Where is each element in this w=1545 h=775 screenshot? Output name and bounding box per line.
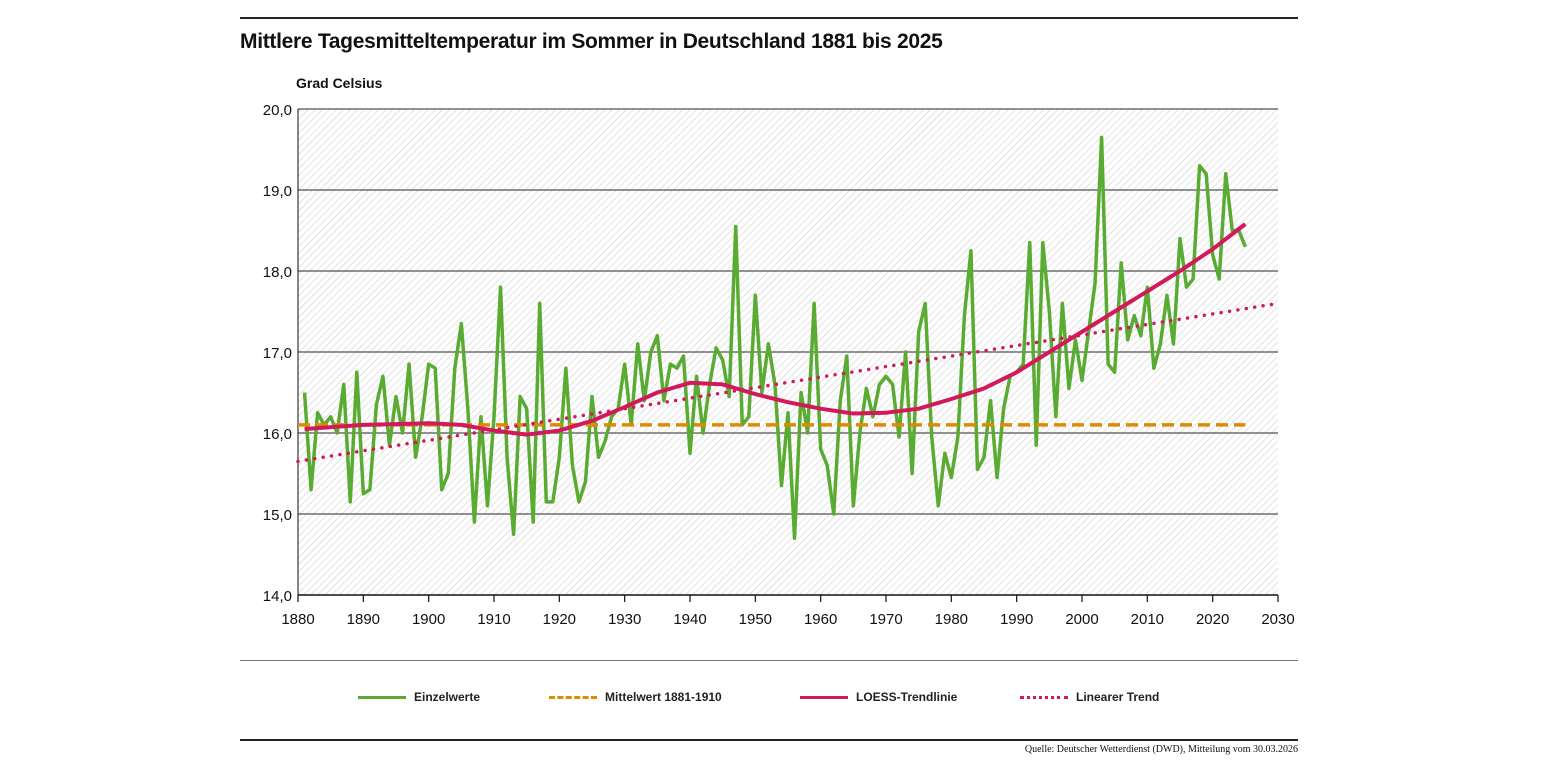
x-tick-label: 1960 <box>804 611 837 628</box>
x-tick-label: 1930 <box>608 611 641 628</box>
y-axis-label: Grad Celsius <box>296 75 383 91</box>
legend-linearer-trend: Linearer Trend <box>1020 690 1159 704</box>
x-tick-label: 1950 <box>739 611 772 628</box>
y-tick-label: 17,0 <box>263 345 292 362</box>
x-tick-label: 2000 <box>1065 611 1098 628</box>
y-tick-label: 18,0 <box>263 264 292 281</box>
x-tick-label: 1990 <box>1000 611 1033 628</box>
x-tick-label: 2020 <box>1196 611 1229 628</box>
x-tick-label: 1920 <box>543 611 576 628</box>
chart-title: Mittlere Tagesmitteltemperatur im Sommer… <box>240 30 943 53</box>
legend-einzelwerte: Einzelwerte <box>358 690 480 704</box>
series-loess <box>304 222 1247 437</box>
x-tick-label: 2030 <box>1261 611 1294 628</box>
y-tick-label: 16,0 <box>263 426 292 443</box>
legend-loess: LOESS-Trendlinie <box>800 690 957 704</box>
x-tick-label: 1910 <box>477 611 510 628</box>
y-tick-label: 15,0 <box>263 507 292 524</box>
top-rule <box>240 17 1298 19</box>
x-tick-label: 1890 <box>347 611 380 628</box>
y-tick-label: 19,0 <box>263 183 292 200</box>
x-tick-label: 1900 <box>412 611 445 628</box>
x-tick-label: 2010 <box>1131 611 1164 628</box>
x-tick-label: 1980 <box>935 611 968 628</box>
legend-top-rule <box>240 660 1298 661</box>
source-note: Quelle: Deutscher Wetterdienst (DWD), Mi… <box>1024 744 1298 755</box>
y-tick-label: 20,0 <box>263 102 292 119</box>
x-tick-label: 1970 <box>869 611 902 628</box>
legend-mittelwert: Mittelwert 1881-1910 <box>549 690 722 704</box>
bottom-rule <box>240 739 1298 741</box>
x-tick-label: 1880 <box>281 611 314 628</box>
y-tick-label: 14,0 <box>263 588 292 605</box>
x-tick-label: 1940 <box>673 611 706 628</box>
